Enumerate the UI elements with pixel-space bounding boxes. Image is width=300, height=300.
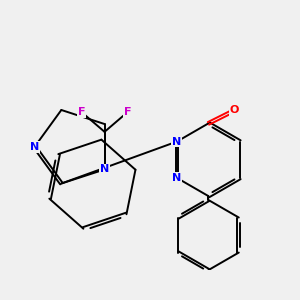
Text: F: F [78,107,85,117]
Text: N: N [172,173,182,183]
Text: N: N [172,136,182,147]
Text: N: N [30,142,39,152]
Text: O: O [230,105,239,115]
Text: F: F [124,107,131,117]
Text: N: N [100,164,109,175]
